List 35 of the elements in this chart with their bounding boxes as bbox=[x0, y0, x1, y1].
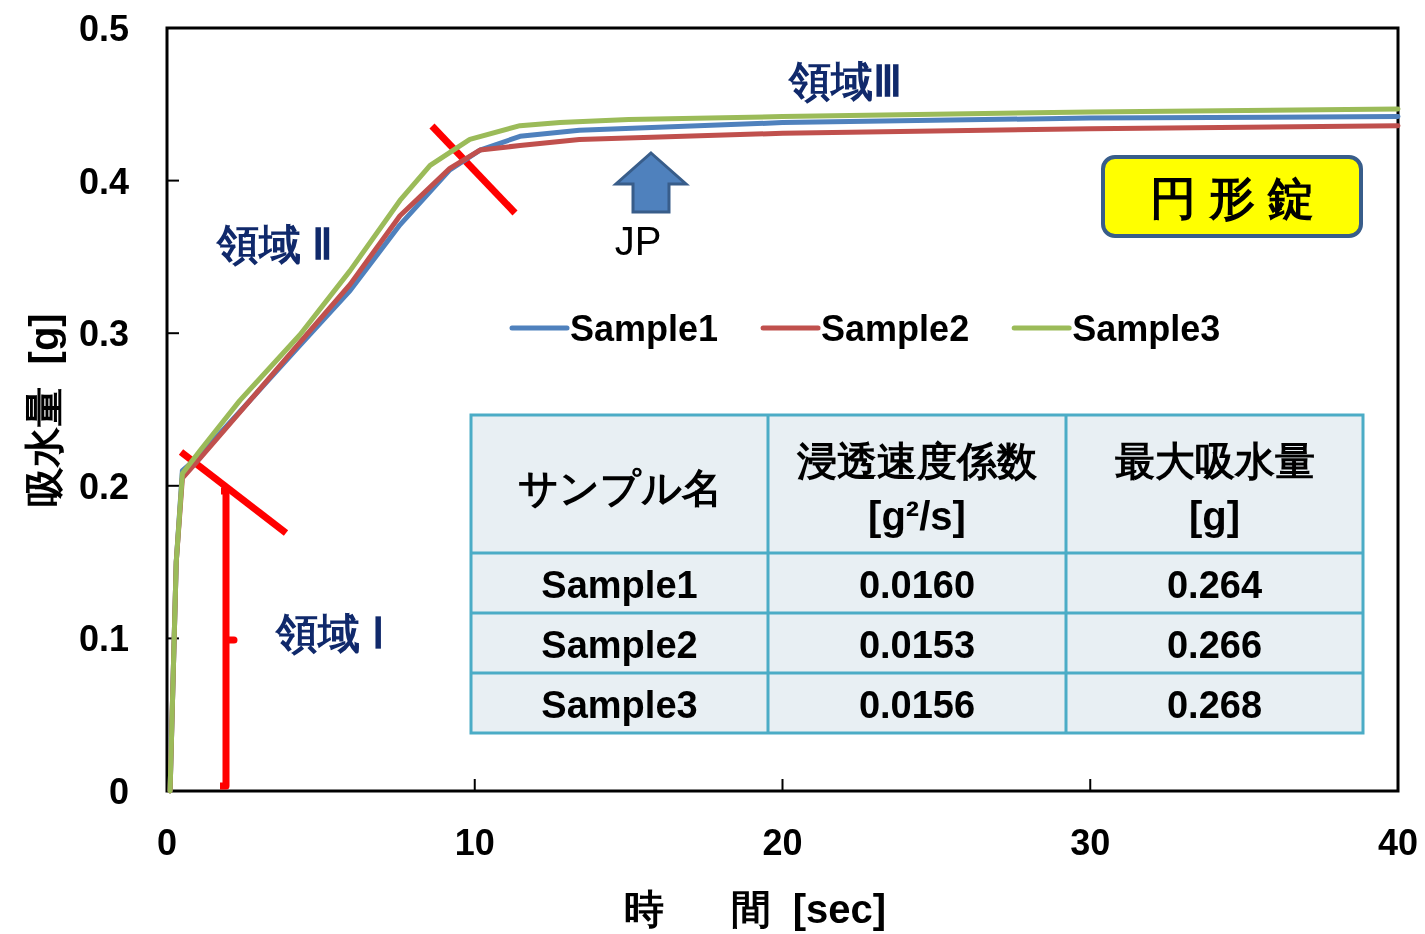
annotation: Sample2 bbox=[541, 624, 698, 666]
y-tick-label: 0.4 bbox=[78, 160, 129, 202]
annotation: 領域Ⅲ bbox=[786, 58, 902, 105]
annotation: JP bbox=[614, 219, 662, 263]
annotation: 最大吸水量 bbox=[1114, 439, 1315, 483]
legend-label: Sample2 bbox=[821, 308, 970, 349]
annotation: [g²/s] bbox=[868, 494, 966, 538]
y-axis-title: 吸水量 [g] bbox=[22, 313, 66, 507]
y-tick-label: 0.2 bbox=[78, 465, 129, 507]
x-tick-label: 20 bbox=[762, 822, 803, 863]
x-tick-label: 30 bbox=[1070, 822, 1111, 863]
annotation: 0.266 bbox=[1166, 624, 1263, 666]
y-tick-label: 0.5 bbox=[78, 8, 129, 49]
annotation: 領域 Ⅱ bbox=[214, 221, 334, 268]
annotation: 円 形 錠 bbox=[1150, 172, 1314, 224]
x-tick-label: 10 bbox=[454, 822, 495, 863]
legend-label: Sample3 bbox=[1072, 308, 1221, 349]
y-tick-label: 0 bbox=[108, 771, 129, 812]
annotation: 浸透速度係数 bbox=[796, 439, 1038, 483]
x-axis-title: 時 間 [sec] bbox=[623, 887, 887, 931]
x-tick-label: 0 bbox=[156, 822, 178, 863]
annotation: サンプル名 bbox=[517, 466, 722, 510]
annotation: [g] bbox=[1188, 494, 1241, 538]
annotation: 0.264 bbox=[1166, 564, 1263, 606]
annotation: Sample3 bbox=[541, 684, 698, 726]
annotation: 0.0160 bbox=[858, 564, 976, 606]
legend-label: Sample1 bbox=[570, 308, 719, 349]
annotation: 0.0156 bbox=[858, 684, 976, 726]
y-tick-label: 0.3 bbox=[78, 313, 129, 355]
annotation: 0.0153 bbox=[858, 624, 976, 666]
annotation: 0.268 bbox=[1166, 684, 1263, 726]
annotation: Sample1 bbox=[541, 564, 698, 606]
x-tick-label: 40 bbox=[1377, 822, 1419, 863]
y-tick-label: 0.1 bbox=[78, 618, 129, 660]
annotation: 領域 Ⅰ bbox=[274, 610, 384, 657]
